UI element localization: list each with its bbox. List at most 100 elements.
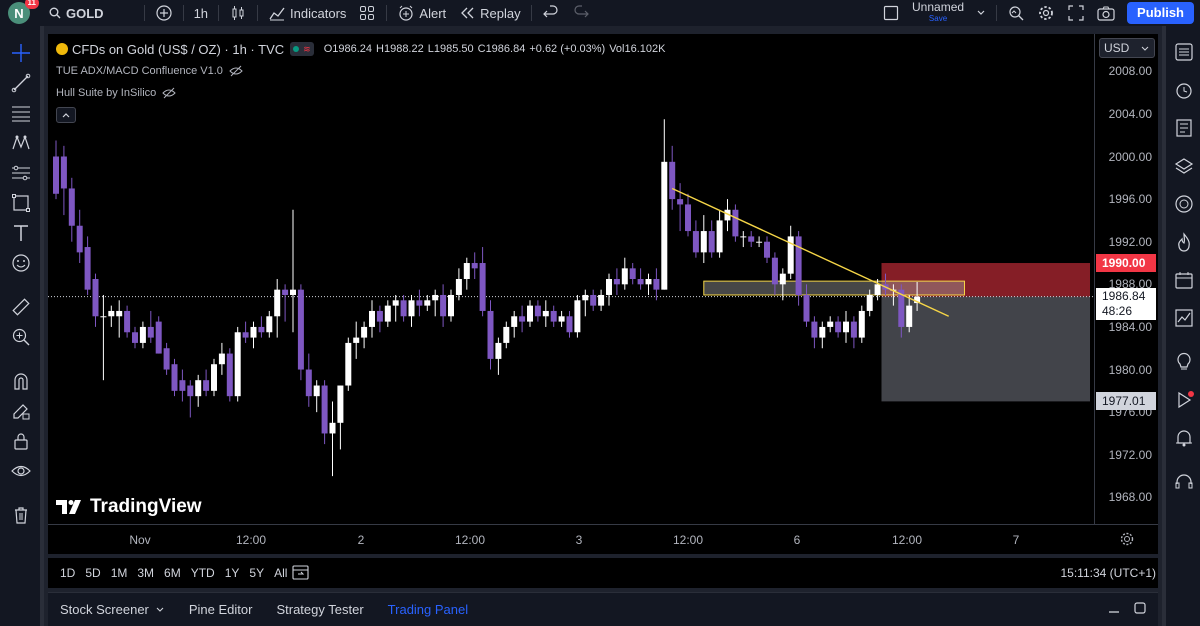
interval-button[interactable]: 1h — [188, 0, 214, 26]
time-zone-clock[interactable]: 15:11:34 (UTC+1) — [1060, 566, 1157, 580]
alert-button[interactable]: Alert — [391, 0, 452, 26]
range-button-5d[interactable]: 5D — [85, 566, 101, 580]
range-button-3m[interactable]: 3M — [137, 566, 155, 580]
tab-stock-screener[interactable]: Stock Screener — [60, 602, 165, 617]
candle-body — [400, 300, 407, 317]
eye-off-icon[interactable] — [229, 65, 243, 77]
compare-symbol-button[interactable] — [149, 0, 179, 26]
pattern-tool[interactable] — [10, 132, 32, 154]
layout-toggle-button[interactable] — [876, 0, 906, 26]
indicator-legend[interactable]: Hull Suite by InSilico — [56, 82, 665, 104]
undo-button[interactable] — [536, 0, 566, 26]
snapshot-button[interactable] — [1091, 0, 1121, 26]
redo-icon — [572, 4, 590, 22]
replay-button[interactable]: Replay — [452, 0, 526, 26]
candle-body — [68, 188, 75, 226]
data-window-button[interactable] — [1172, 116, 1196, 140]
candle-body — [914, 296, 921, 304]
range-button-ytd[interactable]: YTD — [190, 566, 215, 580]
screener-button[interactable] — [1172, 192, 1196, 216]
emoji-tool[interactable] — [10, 252, 32, 274]
candle-body — [329, 422, 336, 434]
candle-body — [432, 294, 439, 301]
range-button-6m[interactable]: 6M — [164, 566, 181, 580]
measure-tool[interactable] — [10, 296, 32, 318]
layout-name-button[interactable]: Unnamed Save — [906, 0, 970, 26]
indicators-button[interactable]: Indicators — [262, 0, 352, 26]
range-button-1m[interactable]: 1M — [110, 566, 128, 580]
shapes-tool[interactable] — [10, 192, 32, 214]
series-legend[interactable]: CFDs on Gold (US$ / OZ) · 1h · TVC ≋ O19… — [56, 38, 665, 60]
price-axis[interactable]: 2008.00 2004.00 2000.00 1996.00 1992.00 1988.… — [1094, 34, 1158, 524]
fullscreen-button[interactable] — [1061, 0, 1091, 26]
currency-select[interactable]: USD — [1099, 38, 1155, 58]
goto-date-button[interactable] — [292, 564, 310, 585]
fib-tool[interactable] — [10, 102, 32, 124]
price-chart[interactable] — [48, 34, 1094, 524]
range-button-all[interactable]: All — [274, 566, 288, 580]
publish-button[interactable]: Publish — [1127, 2, 1194, 24]
calendar-button[interactable] — [1172, 268, 1196, 292]
maximize-panel-button[interactable] — [1134, 602, 1146, 617]
candle-body — [708, 231, 715, 253]
user-avatar[interactable]: N 11 — [8, 0, 39, 24]
magnet-tool[interactable] — [10, 370, 32, 392]
remove-drawings-tool[interactable] — [10, 504, 32, 526]
candle-body — [637, 279, 644, 285]
hotlists-button[interactable] — [1172, 230, 1196, 254]
indicator-legend[interactable]: TUE ADX/MACD Confluence V1.0 — [56, 60, 665, 82]
lock-icon — [14, 433, 28, 450]
eye-off-icon[interactable] — [162, 87, 176, 99]
range-button-5y[interactable]: 5Y — [249, 566, 265, 580]
layout-menu-button[interactable] — [970, 0, 992, 26]
text-icon — [14, 225, 28, 241]
templates-button[interactable] — [352, 0, 382, 26]
text-tool[interactable] — [10, 222, 32, 244]
stats-button[interactable] — [1172, 306, 1196, 330]
alerts-panel-button[interactable] — [1172, 78, 1196, 102]
stay-drawing-tool[interactable] — [10, 400, 32, 422]
legend-collapse-button[interactable] — [56, 104, 665, 126]
watermark-text: TradingView — [90, 496, 202, 517]
target-price-label: 1990.00 — [1096, 254, 1156, 273]
tab-pine-editor[interactable]: Pine Editor — [188, 602, 253, 617]
tab-trading-panel[interactable]: Trading Panel — [387, 602, 469, 617]
chart-pane[interactable]: CFDs on Gold (US$ / OZ) · 1h · TVC ≋ O19… — [48, 34, 1094, 524]
trendline-tool[interactable] — [10, 72, 32, 94]
lock-drawings-tool[interactable] — [10, 430, 32, 452]
candle-body — [629, 268, 636, 279]
object-tree-button[interactable] — [1172, 154, 1196, 178]
interval-label: 1h — [193, 5, 209, 21]
zoom-tool[interactable] — [10, 326, 32, 348]
quick-search-button[interactable] — [1001, 0, 1031, 26]
candle-body — [740, 236, 747, 238]
indicators-icon — [268, 4, 286, 22]
headset-icon — [1175, 474, 1193, 489]
chevron-down-icon — [972, 4, 990, 22]
watchlist-button[interactable] — [1172, 40, 1196, 64]
candle-body — [258, 326, 265, 333]
range-button-1d[interactable]: 1D — [60, 566, 76, 580]
crosshair-tool[interactable] — [10, 42, 32, 64]
tab-strategy-tester[interactable]: Strategy Tester — [276, 602, 364, 617]
forecast-tool[interactable] — [10, 162, 32, 184]
range-button-1y[interactable]: 1Y — [224, 566, 240, 580]
help-button[interactable] — [1172, 470, 1196, 494]
plus-circle-icon — [155, 4, 173, 22]
ideas-button[interactable] — [1172, 350, 1196, 374]
chats-button[interactable] — [1172, 426, 1196, 450]
redo-button[interactable] — [566, 0, 596, 26]
time-tick-label: 2 — [357, 533, 365, 547]
chart-type-button[interactable] — [223, 0, 253, 26]
candle-body — [898, 289, 905, 327]
symbol-search[interactable]: GOLD — [40, 0, 110, 26]
forecast-icon — [12, 165, 30, 181]
minimize-panel-button[interactable] — [1108, 602, 1120, 617]
time-axis[interactable]: Nov 12:00 2 12:00 3 12:00 6 12:00 7 — [48, 524, 1158, 554]
candle-body — [290, 289, 296, 295]
streams-button[interactable] — [1172, 388, 1196, 412]
settings-button[interactable] — [1031, 0, 1061, 26]
hide-drawings-tool[interactable] — [10, 460, 32, 482]
axis-settings-button[interactable] — [1120, 532, 1134, 551]
